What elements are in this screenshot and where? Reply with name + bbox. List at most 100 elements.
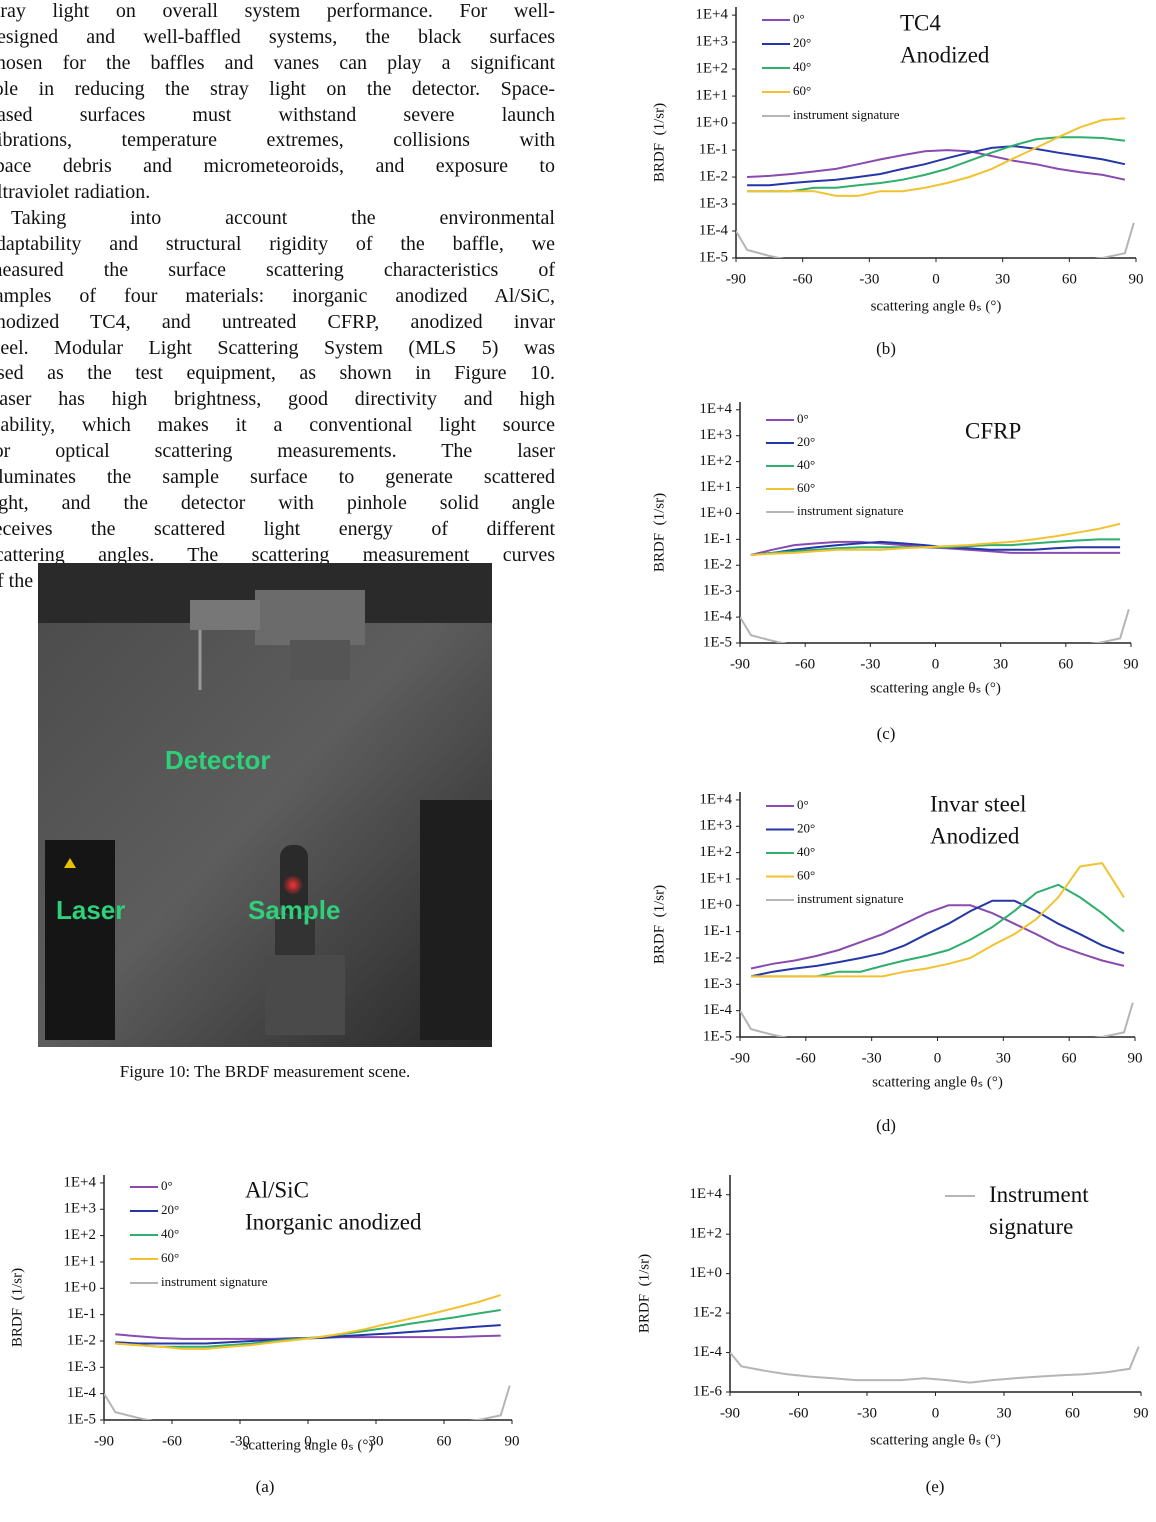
x-tick-label: 0 <box>932 1405 940 1421</box>
y-tick-label: 1E+0 <box>699 505 732 521</box>
chart: 1E-5 1E-4 1E-3 1E-2 1E-1 1E+0 1E+1 1E+2 1E+3 1E+4… <box>9 1174 519 1496</box>
x-axis-label: scattering angle θₛ (°) <box>870 680 1001 696</box>
legend-box: Instrument signature <box>989 1182 1089 1239</box>
legend-label: 60° <box>793 83 811 98</box>
y-axis-label: BRDF (1/sr) <box>651 885 667 964</box>
y-tick-label: 1E+4 <box>689 1186 722 1202</box>
y-tick-label: 1E+3 <box>695 34 728 50</box>
x-tick-label: 60 <box>1058 656 1073 672</box>
y-axis-label: BRDF (1/sr) <box>636 1254 652 1333</box>
y-tick-label: 1E+1 <box>695 88 728 104</box>
x-tick-label: 0 <box>932 271 940 287</box>
text-line: receives the scattered light energy of d… <box>0 517 555 540</box>
y-tick-label: 1E-2 <box>703 949 732 965</box>
text-line: light, and the detector with pinhole sol… <box>0 491 555 514</box>
x-tick-label: -30 <box>860 656 880 672</box>
text-line: measured the surface scattering characte… <box>0 258 555 281</box>
x-tick-label: -90 <box>94 1433 114 1449</box>
x-tick-label: 30 <box>995 271 1010 287</box>
x-tick-label: 60 <box>1062 1050 1077 1066</box>
y-tick-label: 1E-1 <box>699 141 728 157</box>
y-axis-label: BRDF (1/sr) <box>651 493 667 572</box>
legend-label: 20° <box>797 820 815 835</box>
x-tick-label: 60 <box>1065 1405 1080 1421</box>
chart: 1E-5 1E-4 1E-3 1E-2 1E-1 1E+0 1E+1 1E+2 1E+3 1E+4… <box>651 7 1143 358</box>
panel-label: (a) <box>256 1477 275 1496</box>
y-tick-label: 1E-2 <box>693 1305 722 1321</box>
x-axis-label: scattering angle θₛ (°) <box>872 1074 1003 1090</box>
y-tick-label: 1E-4 <box>703 1002 733 1018</box>
chart-title: Inorganic anodized <box>245 1209 422 1234</box>
text-line: used as the test equipment, as shown in … <box>0 362 555 385</box>
chart: 1E-5 1E-4 1E-3 1E-2 1E-1 1E+0 1E+1 1E+2 1E+3 1E+4… <box>651 401 1138 743</box>
y-tick-label: 1E-1 <box>67 1306 96 1322</box>
y-tick-label: 1E-5 <box>699 249 728 265</box>
legend-label: 20° <box>793 35 811 50</box>
y-tick-label: 1E-5 <box>703 1028 732 1044</box>
y-axis-label: BRDF (1/sr) <box>651 103 667 182</box>
y-tick-label: 1E+2 <box>699 844 732 860</box>
text-line: stray light on overall system performanc… <box>0 0 555 22</box>
legend-label: 40° <box>797 457 815 472</box>
y-tick-label: 1E+2 <box>63 1227 96 1243</box>
legend-label: 60° <box>797 867 815 882</box>
text-line: illuminates the sample surface to genera… <box>0 466 555 489</box>
series-line <box>751 862 1125 978</box>
x-tick-label: -30 <box>862 1050 882 1066</box>
x-tick-label: 60 <box>1062 271 1077 287</box>
text-line: for optical scattering measurements. The… <box>0 440 555 463</box>
y-tick-label: 1E-4 <box>67 1385 97 1401</box>
legend-label: 20° <box>797 434 815 449</box>
series-line <box>747 117 1125 197</box>
text-line: steel. Modular Light Scattering System (… <box>0 336 555 359</box>
x-tick-label: -60 <box>795 656 815 672</box>
y-tick-label: 1E+0 <box>689 1265 722 1281</box>
text-line: vibrations, temperature extremes, collis… <box>0 129 555 152</box>
y-tick-label: 1E-6 <box>693 1383 723 1399</box>
series-line <box>104 1385 511 1420</box>
y-tick-label: 1E-3 <box>703 583 732 599</box>
series-line <box>115 1294 501 1350</box>
x-tick-label: -30 <box>859 271 879 287</box>
x-tick-label: 0 <box>932 656 940 672</box>
x-tick-label: 30 <box>997 1405 1012 1421</box>
x-tick-label: 90 <box>1134 1405 1149 1421</box>
x-tick-label: -90 <box>726 271 746 287</box>
y-tick-label: 1E-1 <box>703 531 732 547</box>
y-tick-label: 1E+4 <box>63 1174 96 1190</box>
text-line: based surfaces must withstand severe lau… <box>0 103 555 126</box>
chart: 1E-6 1E-4 1E-2 1E+0 1E+2 1E+4 -90 -60 -30 0 30 60 90… <box>636 1175 1149 1496</box>
chart: 1E-5 1E-4 1E-3 1E-2 1E-1 1E+0 1E+1 1E+2 1E+3 1E+4… <box>651 791 1142 1135</box>
x-tick-label: 30 <box>369 1433 384 1449</box>
y-tick-label: 1E-2 <box>699 168 728 184</box>
y-tick-label: 1E+0 <box>699 897 732 913</box>
x-tick-label: -90 <box>730 656 750 672</box>
y-tick-label: 1E+4 <box>699 401 732 417</box>
x-tick-label: -60 <box>793 271 813 287</box>
series-line <box>730 1346 1140 1384</box>
series-line <box>750 899 1125 978</box>
legend-label: instrument signature <box>797 503 904 518</box>
x-tick-label: 0 <box>304 1433 312 1449</box>
x-tick-label: -60 <box>789 1405 809 1421</box>
photo-label: Sample <box>248 895 341 925</box>
chart-title: TC4 <box>900 10 941 35</box>
y-tick-label: 1E+2 <box>699 453 732 469</box>
y-axis-label: BRDF (1/sr) <box>9 1268 25 1347</box>
series-line <box>740 1002 1134 1037</box>
y-tick-label: 1E+3 <box>699 427 732 443</box>
x-axis-label: scattering angle θₛ (°) <box>243 1437 374 1453</box>
chart-title: Al/SiC <box>245 1177 309 1202</box>
text-line: samples of four materials: inorganic ano… <box>0 284 555 307</box>
series-line <box>115 1309 501 1348</box>
legend-label: instrument signature <box>793 107 900 122</box>
x-axis-label: scattering angle θₛ (°) <box>870 1432 1001 1448</box>
series-line <box>750 904 1125 970</box>
y-tick-label: 1E+2 <box>689 1226 722 1242</box>
y-tick-label: 1E+1 <box>699 870 732 886</box>
text-line: designed and well-baffled systems, the b… <box>0 25 555 48</box>
legend-label: 60° <box>161 1250 179 1265</box>
y-tick-label: 1E-3 <box>67 1359 96 1375</box>
series-line <box>747 136 1126 193</box>
